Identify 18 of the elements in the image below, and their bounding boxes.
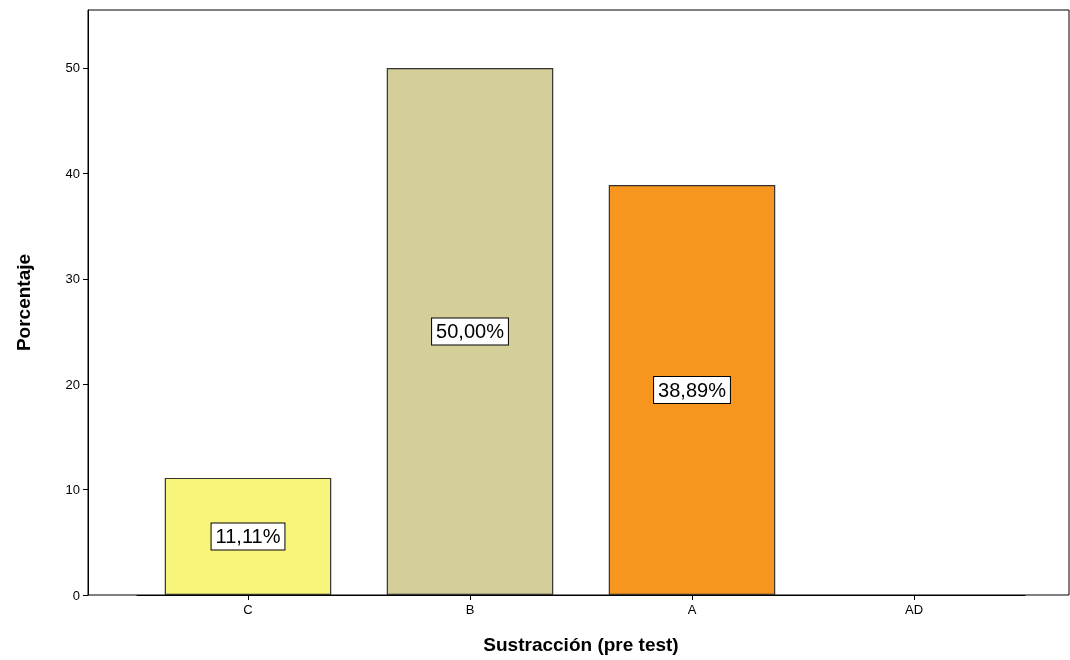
data-label: 11,11% xyxy=(215,525,281,548)
x-tick-label: B xyxy=(465,602,475,617)
y-tick-label: 20 xyxy=(65,376,80,392)
data-label: 50,00% xyxy=(436,320,505,343)
bar xyxy=(608,185,776,595)
x-axis-title: Sustracción (pre test) xyxy=(483,634,679,655)
y-tick-label: 0 xyxy=(72,587,80,603)
bar xyxy=(164,477,332,595)
x-tick-label: C xyxy=(243,602,253,617)
y-tick-label: 30 xyxy=(65,271,80,287)
y-tick-label: 40 xyxy=(65,165,80,181)
x-tick-label: AD xyxy=(904,602,924,617)
y-axis-title: Porcentaje xyxy=(13,253,34,352)
x-tick-label: A xyxy=(687,602,697,617)
bar xyxy=(386,67,554,595)
data-label: 38,89% xyxy=(658,379,727,402)
y-tick-label: 50 xyxy=(65,60,80,76)
y-tick-label: 10 xyxy=(65,482,80,498)
